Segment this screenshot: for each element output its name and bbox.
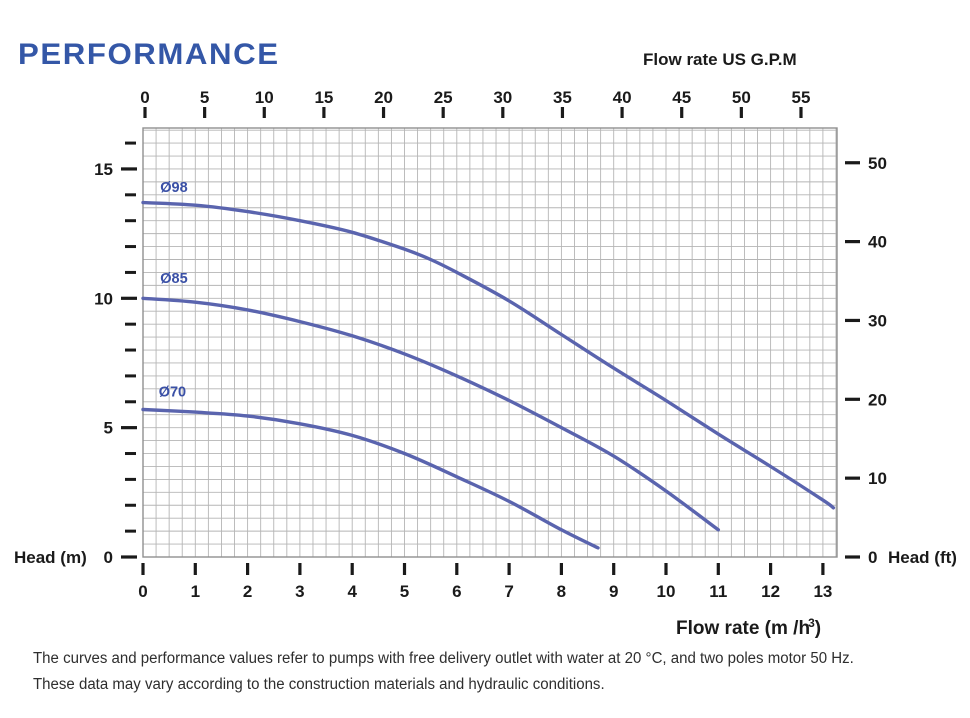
curve-label-impeller-98: Ø98 <box>160 180 187 196</box>
top-axis-tick-label: 10 <box>255 88 274 107</box>
bottom-axis-tick-label: 1 <box>191 582 200 601</box>
curve-label-impeller-70: Ø70 <box>159 385 186 401</box>
right-axis-tick-label: 0 <box>868 548 877 567</box>
left-axis-label: Head (m) <box>14 548 87 567</box>
bottom-axis-label: Flow rate (m /h3) <box>676 616 821 640</box>
bottom-axis-tick-label: 10 <box>657 582 676 601</box>
top-axis-tick-label: 30 <box>493 88 512 107</box>
plot-border <box>142 127 838 558</box>
top-axis-tick-label: 20 <box>374 88 393 107</box>
bottom-axis-tick-label: 2 <box>243 582 252 601</box>
right-axis-tick-label: 40 <box>868 233 887 252</box>
bottom-axis-label-superscript: 3 <box>808 616 815 630</box>
curve-impeller-85 <box>141 296 720 532</box>
curve-label-impeller-85: Ø85 <box>160 271 187 287</box>
left-axis-tick-label: 15 <box>94 160 113 179</box>
right-axis-tick-label: 20 <box>868 390 887 409</box>
bottom-axis-label-close: ) <box>814 618 822 639</box>
top-axis-label: Flow rate US G.P.M <box>643 50 797 69</box>
right-axis-tick-label: 10 <box>868 469 887 488</box>
footnote-line-1: The curves and performance values refer … <box>33 650 854 667</box>
top-axis-tick-label: 5 <box>200 88 209 107</box>
bottom-axis-tick-label: 8 <box>557 582 566 601</box>
bottom-axis-tick-label: 3 <box>295 582 304 601</box>
curve-impeller-70 <box>141 407 600 550</box>
left-axis-tick-label: 0 <box>104 548 113 567</box>
bottom-axis-tick-label: 5 <box>400 582 409 601</box>
top-axis-tick-label: 40 <box>613 88 632 107</box>
top-axis-tick-label: 45 <box>672 88 691 107</box>
bottom-axis-tick-label: 13 <box>813 582 832 601</box>
top-axis-tick-label: 15 <box>314 88 333 107</box>
page-title: PERFORMANCE <box>18 38 280 71</box>
top-axis-tick-label: 0 <box>140 88 149 107</box>
top-axis-tick-label: 25 <box>434 88 453 107</box>
curve-impeller-98 <box>141 200 836 510</box>
bottom-axis-tick-label: 9 <box>609 582 618 601</box>
right-axis-tick-label: 30 <box>868 311 887 330</box>
bottom-axis-tick-label: 0 <box>138 582 147 601</box>
footnote-line-2: These data may vary according to the con… <box>33 676 605 693</box>
right-axis-tick-label: 50 <box>868 154 887 173</box>
bottom-axis-tick-label: 6 <box>452 582 461 601</box>
bottom-axis-tick-label: 11 <box>709 582 727 601</box>
bottom-axis-label-text: Flow rate (m /h <box>676 618 811 639</box>
bottom-axis-tick-label: 12 <box>761 582 780 601</box>
bottom-axis-tick-label: 7 <box>504 582 513 601</box>
left-axis-tick-label: 5 <box>104 419 113 438</box>
top-axis-tick-label: 35 <box>553 88 572 107</box>
right-axis-label: Head (ft) <box>888 548 957 567</box>
bottom-axis-tick-label: 4 <box>347 582 357 601</box>
top-axis-tick-label: 50 <box>732 88 751 107</box>
left-axis-tick-label: 10 <box>94 289 113 308</box>
top-axis-tick-label: 55 <box>792 88 811 107</box>
